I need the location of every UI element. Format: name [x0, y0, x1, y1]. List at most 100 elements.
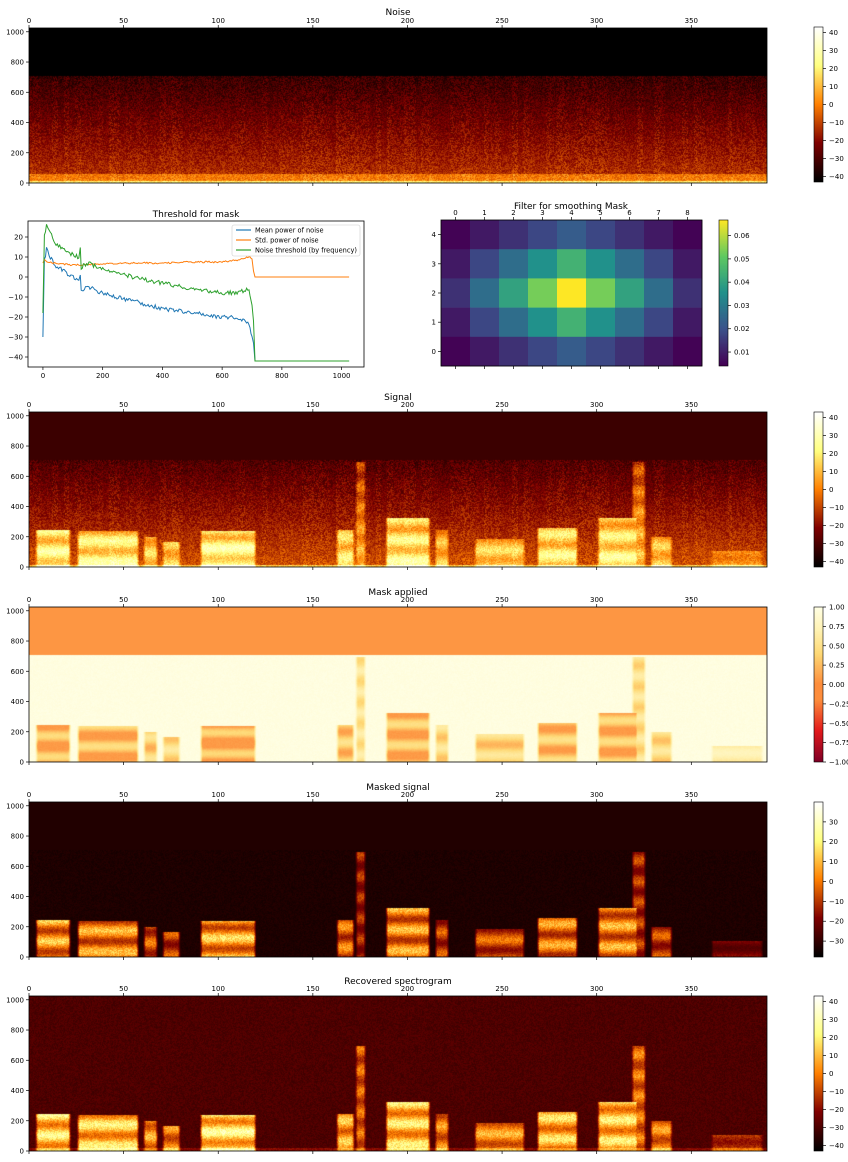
signal-axes: 0 50 100 150 200 250 300 350 0 200 400 600 800 1000	[6, 401, 698, 572]
filter-cells	[441, 220, 703, 367]
filter-cell	[644, 249, 674, 279]
x-tick-label: 300	[590, 401, 603, 409]
filter-cell	[499, 336, 529, 367]
colorbar-tick-label: 0.03	[734, 302, 750, 310]
x-tick-label: 50	[119, 596, 128, 604]
colorbar-tick-label: 0.02	[734, 325, 750, 333]
colorbar-tick-label: 30	[829, 818, 838, 826]
colorbar-tick-label: 0	[829, 101, 833, 109]
filter-cell	[441, 220, 471, 250]
filter-cell	[644, 220, 674, 250]
y-tick-label: 20	[14, 234, 23, 242]
filter-cell	[528, 220, 558, 250]
colorbar-tick-label: −10	[829, 504, 844, 512]
masked-frame	[28, 801, 768, 958]
x-tick-label: 5	[598, 209, 602, 217]
colorbar-tick-label: 0.25	[829, 662, 845, 670]
x-tick-label: 200	[401, 401, 414, 409]
noise-title: Noise	[386, 8, 411, 18]
filter-cell	[615, 336, 645, 367]
filter-cell	[557, 336, 587, 367]
filter-cell	[470, 278, 500, 308]
recovered-title: Recovered spectrogram	[344, 977, 451, 987]
x-tick-label: 600	[215, 372, 228, 380]
filter-title: Filter for smoothing Mask	[514, 202, 629, 212]
colorbar-tick-label: −20	[829, 918, 844, 926]
x-tick-label: 300	[590, 17, 603, 25]
filter-cell	[673, 336, 703, 367]
x-tick-label: 100	[212, 985, 225, 993]
x-tick-label: 4	[569, 209, 574, 217]
filter-cell	[586, 307, 616, 338]
y-tick-label: 400	[11, 119, 24, 127]
filter-cell	[586, 278, 616, 308]
threshold-lines	[42, 224, 350, 362]
x-tick-label: 300	[590, 596, 603, 604]
filter-cell	[499, 307, 529, 338]
colorbar-tick-label: −10	[829, 119, 844, 127]
x-tick-label: 200	[401, 791, 414, 799]
x-tick-label: 250	[495, 791, 508, 799]
colorbar-tick-label: −30	[829, 540, 844, 548]
signal-image	[29, 412, 767, 567]
masked-axes: 0 50 100 150 200 250 300 350 0 200 400 600 800 1000	[6, 791, 698, 962]
colorbar-tick-label: 0	[829, 878, 833, 886]
x-tick-label: 250	[495, 596, 508, 604]
mask-title: Mask applied	[368, 588, 427, 598]
x-tick-label: 1	[482, 209, 486, 217]
y-tick-label: 200	[11, 1117, 24, 1125]
y-tick-label: 800	[11, 833, 24, 841]
filter-cell	[673, 307, 703, 338]
y-tick-label: 4	[432, 231, 437, 239]
recovered-image	[29, 996, 767, 1151]
y-tick-label: −20	[8, 314, 23, 322]
colorbar-tick-label: 20	[829, 838, 838, 846]
x-tick-label: 0	[27, 985, 31, 993]
noise-colorbar	[814, 27, 823, 182]
x-tick-label: 0	[27, 791, 31, 799]
y-tick-label: 1000	[6, 28, 24, 36]
panel-recovered: Recovered spectrogram 0 50 100 150 200 250 300…	[6, 977, 844, 1156]
colorbar-tick-label: 40	[829, 998, 838, 1006]
colorbar-tick-label: −0.50	[829, 720, 848, 728]
y-tick-label: 200	[11, 149, 24, 157]
colorbar-tick-label: −0.25	[829, 700, 848, 708]
filter-cell	[528, 249, 558, 279]
colorbar-tick-label: 0.01	[734, 349, 750, 357]
panel-threshold: Threshold for mask 0 200 400 600 800 1000 20 10…	[8, 210, 365, 380]
filter-colorbar	[719, 220, 728, 366]
filter-cell	[499, 249, 529, 279]
colorbar-tick-label: 0.75	[829, 623, 845, 631]
x-tick-label: 50	[119, 985, 128, 993]
x-tick-label: 800	[275, 372, 288, 380]
x-tick-label: 400	[156, 372, 169, 380]
colorbar-tick-label: 20	[829, 65, 838, 73]
filter-cell	[528, 336, 558, 367]
y-tick-label: 200	[11, 923, 24, 931]
x-tick-label: 150	[306, 596, 319, 604]
colorbar-tick-label: −40	[829, 1142, 844, 1150]
y-tick-label: 2	[432, 290, 436, 298]
x-tick-label: 100	[212, 17, 225, 25]
noise-colorbar-ticks: 40 30 20 10 0 −10 −20 −30 −40	[823, 29, 844, 181]
y-tick-label: 0	[19, 274, 23, 282]
x-tick-label: 350	[685, 596, 698, 604]
x-tick-label: 1000	[333, 372, 351, 380]
y-tick-label: −30	[8, 334, 23, 342]
threshold-title: Threshold for mask	[152, 210, 240, 220]
colorbar-tick-label: 20	[829, 450, 838, 458]
filter-cell	[615, 220, 645, 250]
filter-cell	[586, 249, 616, 279]
y-tick-label: 1000	[6, 607, 24, 615]
y-tick-label: 3	[432, 260, 436, 268]
y-tick-label: 10	[14, 254, 23, 262]
x-tick-label: 250	[495, 401, 508, 409]
colorbar-tick-label: −40	[829, 173, 844, 181]
y-tick-label: 800	[11, 638, 24, 646]
filter-cell	[673, 249, 703, 279]
y-tick-label: 0	[432, 348, 436, 356]
filter-cell	[673, 220, 703, 250]
x-tick-label: 150	[306, 985, 319, 993]
colorbar-tick-label: −40	[829, 558, 844, 566]
masked-colorbar-ticks: 30 20 10 0 −10 −20 −30	[823, 818, 844, 946]
